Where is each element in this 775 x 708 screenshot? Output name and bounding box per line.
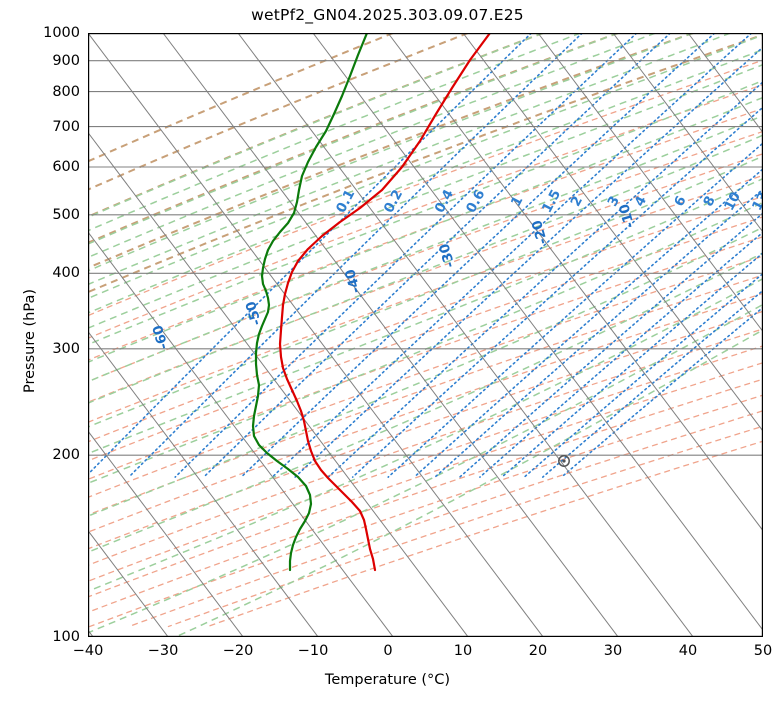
plot-border [88, 33, 763, 637]
mixing-ratio-line [202, 33, 672, 478]
isotherm-label-cold: -60 [150, 323, 172, 351]
x-axis-tick-label: 20 [528, 643, 548, 659]
isotherm-label-cold: -40 [342, 267, 364, 295]
x-axis-tick-label: −10 [297, 643, 329, 659]
moist-adiabat-line [88, 96, 763, 364]
lcl-marker-dot [562, 459, 566, 463]
x-axis-tick-label: 0 [383, 643, 393, 659]
mixing-ratio-line [327, 80, 763, 478]
mixing-ratio-line [413, 167, 763, 478]
dry-adiabat-line [88, 33, 394, 163]
mixing-ratio-line [501, 251, 763, 478]
y-axis-tick-label: 900 [52, 52, 80, 69]
isotherm-line [88, 330, 319, 637]
mixing-ratio-line [271, 33, 753, 478]
y-axis-tick-label: 200 [52, 447, 80, 464]
lcl-marker-icon [558, 455, 570, 467]
isotherm-line [88, 529, 169, 637]
moist-adiabat-line [88, 252, 763, 553]
moist-adiabat-line [88, 134, 763, 404]
y-axis-tick-label: 500 [52, 206, 80, 223]
x-axis-tick-label: −40 [72, 643, 104, 659]
dry-adiabat-line [88, 33, 469, 191]
mixing-ratio-line [351, 106, 763, 478]
moist-adiabat-line [88, 201, 763, 485]
mixing-ratio-line [560, 306, 763, 478]
mixing-ratio-line [523, 272, 763, 478]
moist-adiabat-line [88, 33, 731, 286]
y-axis-tick-label: 1000 [43, 25, 80, 41]
y-axis-tick-label: 400 [52, 265, 80, 282]
mixing-ratio-line [387, 142, 763, 478]
chart-title: wetPf2_GN04.2025.303.09.07.E25 [251, 6, 524, 24]
mixing-ratio-line [240, 33, 716, 478]
isotherm-line [387, 33, 763, 532]
moist-adiabat-line [88, 33, 581, 232]
x-axis-tick-label: −20 [222, 643, 254, 659]
isotherm-line [88, 430, 244, 637]
moist-adiabat-line [88, 226, 763, 517]
y-axis-tick-label: 600 [52, 158, 80, 175]
mixing-ratio-label: 10 [721, 189, 744, 213]
dry-adiabat-line [88, 216, 763, 462]
y-axis-tick-label: 800 [52, 83, 80, 100]
isotherm-label-cold: -30 [436, 242, 458, 270]
moist-adiabat-line [88, 63, 763, 329]
moist-adiabat-line [88, 34, 763, 300]
x-axis-tick-label: 10 [453, 643, 473, 659]
moist-adiabat-line [175, 329, 763, 637]
moist-adiabat-line [88, 155, 763, 428]
isotherm-label-cold: -50 [243, 299, 265, 327]
lcl-marker-group [558, 455, 570, 467]
dry-adiabat-line [88, 274, 763, 516]
plot-background [88, 33, 763, 637]
x-axis-tick-label: 30 [603, 643, 623, 659]
isobars-group [88, 33, 763, 637]
moist-adiabat-line [88, 33, 619, 245]
isotherm-line [462, 33, 763, 432]
mixing-ratio-line [479, 231, 763, 478]
moist-adiabat-line [88, 33, 656, 259]
dry-adiabat-line [88, 59, 763, 317]
moist-adiabat-line [88, 33, 694, 272]
plot-area: -100-90-80-70-60-50-40-30-20-10102030400… [88, 33, 763, 637]
moist-adiabat-line [88, 33, 544, 219]
mixing-ratio-line [294, 46, 763, 478]
y-axis-tick-label: 700 [52, 118, 80, 135]
mixing-ratio-line [542, 289, 763, 478]
mixing-ratio-line [128, 33, 583, 478]
isotherm-line [537, 33, 763, 333]
isotherm-label-cold: -10 [616, 202, 638, 230]
x-axis-tick-label: −30 [147, 643, 179, 659]
isotherm-line [162, 33, 619, 637]
dry-adiabat-line [88, 153, 763, 403]
isotherm-line [612, 33, 763, 233]
y-axis-tick-label: 300 [52, 340, 80, 357]
y-axis-label: Pressure (hPa) [22, 288, 38, 393]
x-axis-tick-label: 40 [678, 643, 698, 659]
isotherm-line [88, 231, 394, 637]
dry-adiabat-line [88, 195, 763, 443]
skewt-canvas: -100-90-80-70-60-50-40-30-20-10102030400… [88, 33, 763, 637]
x-axis-tick-label: 50 [753, 643, 773, 659]
y-axis-tick-label: 100 [52, 629, 80, 645]
x-axis-label: Temperature (°C) [324, 672, 451, 688]
isotherm-line [237, 33, 694, 637]
sounding-profiles-group [251, 33, 492, 572]
dewpoint-profile-line [251, 33, 369, 572]
y-axis-tick-group: 1000 900 800 700 600 500 400 300 200 100 [0, 0, 80, 708]
isotherm-line [88, 33, 544, 637]
dry-adiabat-line [88, 328, 763, 566]
dry-adiabat-line [88, 84, 763, 339]
dry-adiabat-line [88, 33, 694, 269]
temperature-profile-line [278, 33, 492, 572]
isotherm-label-cold: -20 [529, 218, 551, 246]
isotherm-line [312, 33, 763, 632]
mixing-ratio-line [459, 212, 763, 478]
dry-adiabat-line [88, 378, 763, 613]
moist-adiabat-line [88, 303, 763, 634]
moist-adiabat-line [88, 114, 763, 383]
